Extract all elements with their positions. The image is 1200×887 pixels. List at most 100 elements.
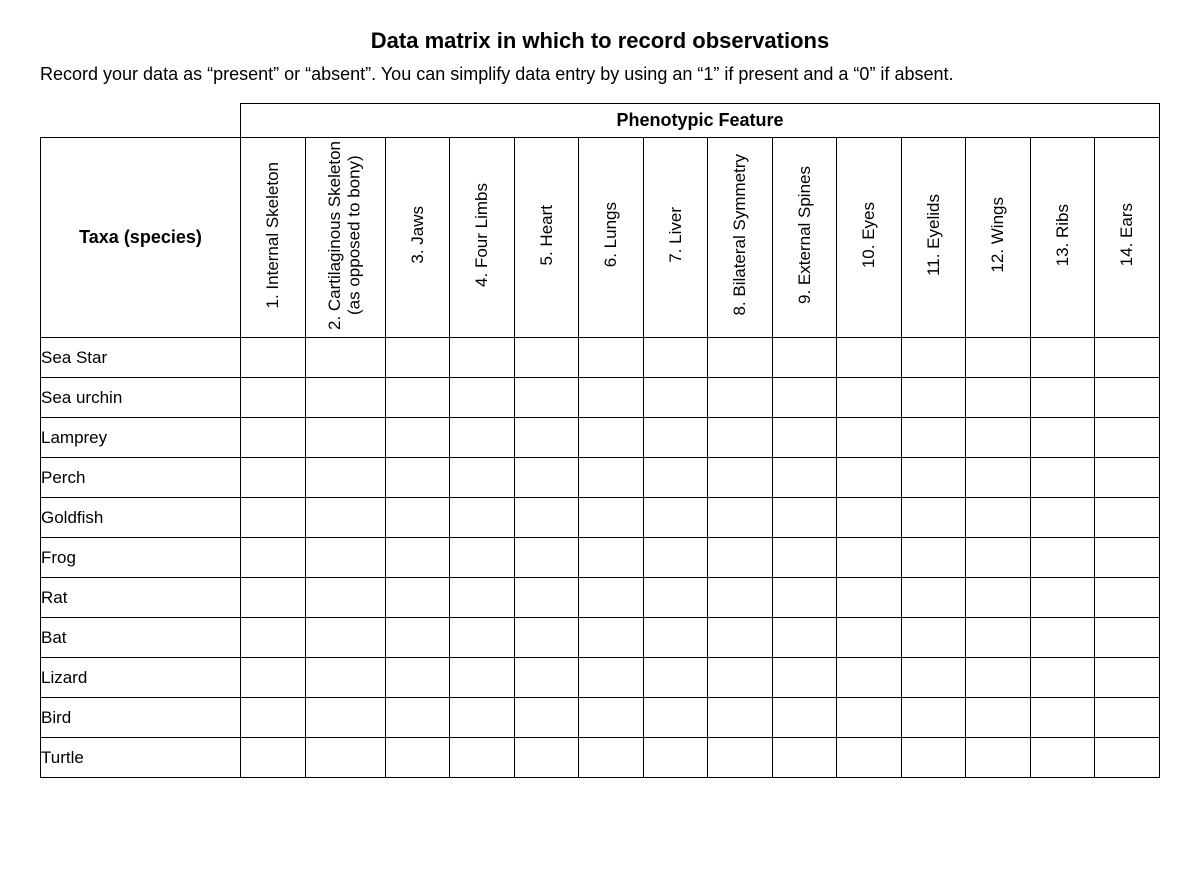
data-cell[interactable] — [837, 618, 902, 658]
data-cell[interactable] — [450, 418, 515, 458]
data-cell[interactable] — [901, 618, 966, 658]
data-cell[interactable] — [514, 538, 579, 578]
data-cell[interactable] — [579, 658, 644, 698]
data-cell[interactable] — [966, 538, 1031, 578]
data-cell[interactable] — [837, 378, 902, 418]
data-cell[interactable] — [450, 458, 515, 498]
data-cell[interactable] — [450, 338, 515, 378]
data-cell[interactable] — [450, 698, 515, 738]
data-cell[interactable] — [305, 378, 385, 418]
data-cell[interactable] — [514, 698, 579, 738]
data-cell[interactable] — [1095, 658, 1160, 698]
data-cell[interactable] — [450, 618, 515, 658]
data-cell[interactable] — [305, 578, 385, 618]
data-cell[interactable] — [514, 378, 579, 418]
data-cell[interactable] — [708, 378, 773, 418]
data-cell[interactable] — [514, 738, 579, 778]
data-cell[interactable] — [966, 498, 1031, 538]
data-cell[interactable] — [385, 538, 450, 578]
data-cell[interactable] — [579, 698, 644, 738]
data-cell[interactable] — [966, 338, 1031, 378]
data-cell[interactable] — [241, 538, 306, 578]
data-cell[interactable] — [305, 418, 385, 458]
data-cell[interactable] — [837, 658, 902, 698]
data-cell[interactable] — [579, 498, 644, 538]
data-cell[interactable] — [643, 458, 708, 498]
data-cell[interactable] — [579, 538, 644, 578]
data-cell[interactable] — [837, 418, 902, 458]
data-cell[interactable] — [966, 578, 1031, 618]
data-cell[interactable] — [1030, 618, 1095, 658]
data-cell[interactable] — [1030, 658, 1095, 698]
data-cell[interactable] — [1030, 378, 1095, 418]
data-cell[interactable] — [1030, 738, 1095, 778]
data-cell[interactable] — [514, 458, 579, 498]
data-cell[interactable] — [901, 378, 966, 418]
data-cell[interactable] — [772, 698, 837, 738]
data-cell[interactable] — [1095, 698, 1160, 738]
data-cell[interactable] — [385, 378, 450, 418]
data-cell[interactable] — [837, 538, 902, 578]
data-cell[interactable] — [1095, 458, 1160, 498]
data-cell[interactable] — [837, 498, 902, 538]
data-cell[interactable] — [643, 578, 708, 618]
data-cell[interactable] — [241, 658, 306, 698]
data-cell[interactable] — [385, 738, 450, 778]
data-cell[interactable] — [772, 738, 837, 778]
data-cell[interactable] — [772, 578, 837, 618]
data-cell[interactable] — [305, 458, 385, 498]
data-cell[interactable] — [241, 418, 306, 458]
data-cell[interactable] — [966, 738, 1031, 778]
data-cell[interactable] — [1030, 698, 1095, 738]
data-cell[interactable] — [385, 658, 450, 698]
data-cell[interactable] — [772, 378, 837, 418]
data-cell[interactable] — [1095, 498, 1160, 538]
data-cell[interactable] — [837, 738, 902, 778]
data-cell[interactable] — [305, 658, 385, 698]
data-cell[interactable] — [241, 698, 306, 738]
data-cell[interactable] — [579, 378, 644, 418]
data-cell[interactable] — [450, 738, 515, 778]
data-cell[interactable] — [708, 738, 773, 778]
data-cell[interactable] — [385, 418, 450, 458]
data-cell[interactable] — [1030, 338, 1095, 378]
data-cell[interactable] — [241, 618, 306, 658]
data-cell[interactable] — [514, 338, 579, 378]
data-cell[interactable] — [450, 538, 515, 578]
data-cell[interactable] — [966, 698, 1031, 738]
data-cell[interactable] — [1030, 498, 1095, 538]
data-cell[interactable] — [385, 458, 450, 498]
data-cell[interactable] — [241, 338, 306, 378]
data-cell[interactable] — [1030, 418, 1095, 458]
data-cell[interactable] — [514, 658, 579, 698]
data-cell[interactable] — [643, 658, 708, 698]
data-cell[interactable] — [708, 538, 773, 578]
data-cell[interactable] — [901, 338, 966, 378]
data-cell[interactable] — [579, 418, 644, 458]
data-cell[interactable] — [901, 458, 966, 498]
data-cell[interactable] — [772, 658, 837, 698]
data-cell[interactable] — [305, 698, 385, 738]
data-cell[interactable] — [966, 418, 1031, 458]
data-cell[interactable] — [837, 578, 902, 618]
data-cell[interactable] — [385, 338, 450, 378]
data-cell[interactable] — [514, 618, 579, 658]
data-cell[interactable] — [708, 658, 773, 698]
data-cell[interactable] — [1095, 618, 1160, 658]
data-cell[interactable] — [241, 738, 306, 778]
data-cell[interactable] — [966, 658, 1031, 698]
data-cell[interactable] — [1030, 458, 1095, 498]
data-cell[interactable] — [708, 618, 773, 658]
data-cell[interactable] — [1095, 738, 1160, 778]
data-cell[interactable] — [450, 498, 515, 538]
data-cell[interactable] — [241, 378, 306, 418]
data-cell[interactable] — [305, 618, 385, 658]
data-cell[interactable] — [772, 498, 837, 538]
data-cell[interactable] — [772, 538, 837, 578]
data-cell[interactable] — [305, 338, 385, 378]
data-cell[interactable] — [901, 418, 966, 458]
data-cell[interactable] — [901, 498, 966, 538]
data-cell[interactable] — [708, 418, 773, 458]
data-cell[interactable] — [1095, 338, 1160, 378]
data-cell[interactable] — [305, 738, 385, 778]
